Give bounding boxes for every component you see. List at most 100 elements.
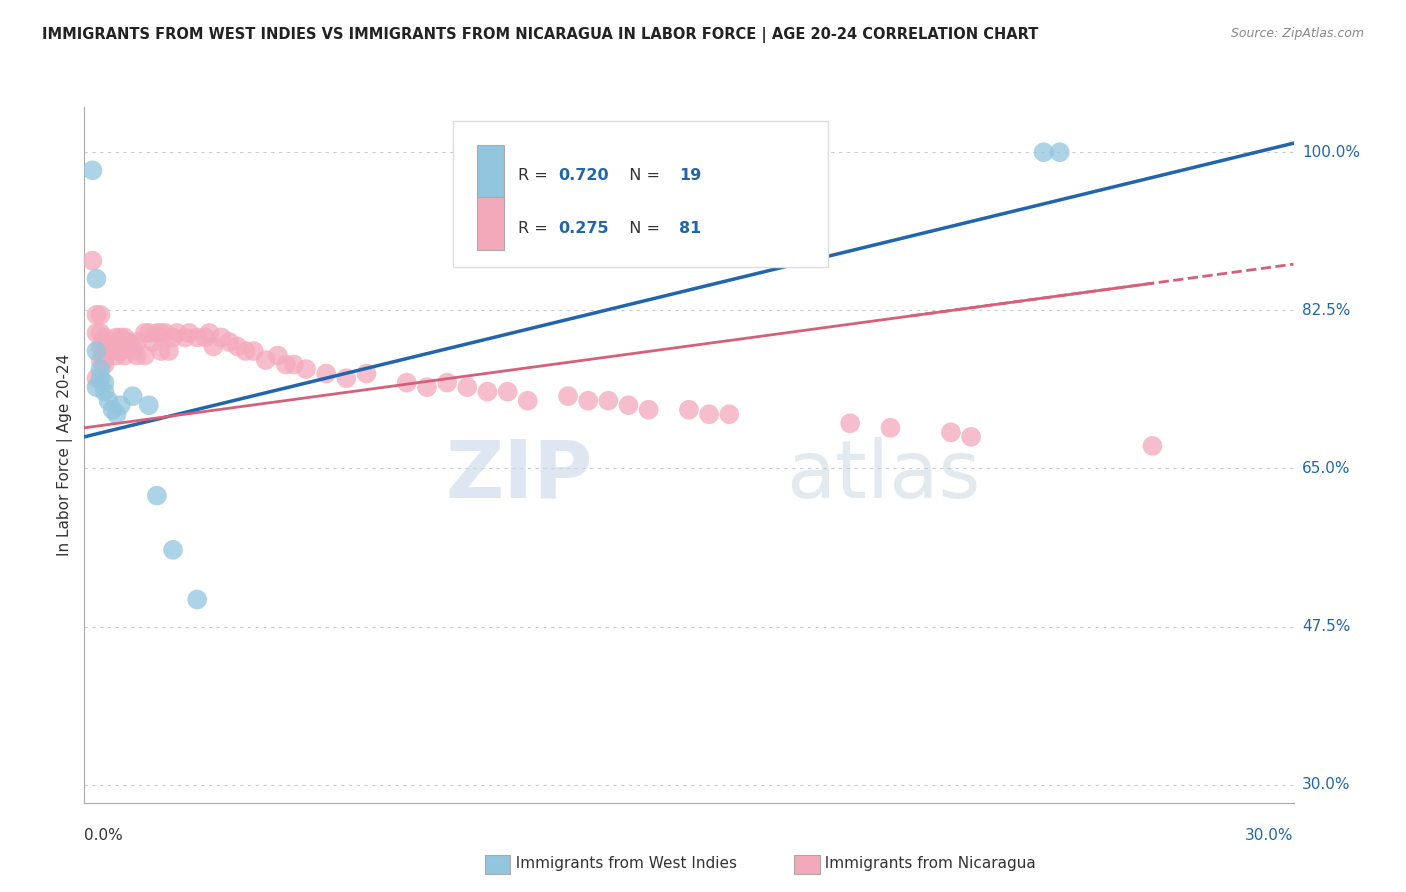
Point: [93, 376, 115, 390]
Point: [839, 417, 862, 431]
Point: [149, 326, 172, 340]
Point: [202, 339, 225, 353]
Point: [121, 344, 143, 359]
Point: [274, 358, 297, 372]
Text: 30.0%: 30.0%: [1246, 828, 1294, 843]
Point: [89, 326, 111, 340]
Point: [125, 334, 148, 349]
Point: [105, 330, 128, 344]
Point: [134, 349, 156, 363]
Point: [395, 376, 418, 390]
Point: [939, 425, 962, 440]
Point: [86, 380, 108, 394]
Point: [93, 353, 115, 368]
Point: [89, 353, 111, 368]
Point: [198, 326, 221, 340]
Text: Source: ZipAtlas.com: Source: ZipAtlas.com: [1230, 27, 1364, 40]
Point: [82, 253, 104, 268]
Point: [93, 334, 115, 349]
Point: [218, 334, 240, 349]
Text: 65.0%: 65.0%: [1302, 461, 1350, 476]
Point: [162, 330, 184, 344]
Text: 82.5%: 82.5%: [1302, 303, 1350, 318]
Point: [93, 349, 115, 363]
Text: 19: 19: [679, 168, 702, 183]
Point: [146, 489, 169, 503]
Point: [114, 330, 136, 344]
Point: [89, 371, 111, 385]
Point: [226, 339, 249, 353]
Point: [105, 334, 128, 349]
Point: [879, 421, 901, 435]
Point: [105, 407, 128, 421]
Text: R =: R =: [519, 221, 554, 236]
Point: [283, 358, 305, 372]
Point: [146, 326, 169, 340]
Point: [267, 349, 290, 363]
Point: [86, 308, 108, 322]
Text: Immigrants from West Indies: Immigrants from West Indies: [506, 856, 737, 871]
Text: atlas: atlas: [786, 437, 980, 515]
Point: [101, 334, 124, 349]
Text: Immigrants from Nicaragua: Immigrants from Nicaragua: [815, 856, 1036, 871]
Point: [105, 349, 128, 363]
Point: [356, 367, 378, 381]
Point: [93, 330, 115, 344]
Point: [97, 393, 120, 408]
Point: [496, 384, 519, 399]
Point: [82, 163, 104, 178]
Point: [114, 349, 136, 363]
Text: 0.0%: 0.0%: [84, 828, 124, 843]
Point: [125, 349, 148, 363]
Point: [697, 407, 720, 421]
Point: [416, 380, 439, 394]
Text: 100.0%: 100.0%: [1302, 145, 1360, 160]
Point: [138, 326, 160, 340]
Text: 0.720: 0.720: [558, 168, 609, 183]
Point: [186, 592, 208, 607]
Point: [86, 371, 108, 385]
Point: [157, 344, 180, 359]
Y-axis label: In Labor Force | Age 20-24: In Labor Force | Age 20-24: [58, 354, 73, 556]
Point: [138, 398, 160, 412]
Point: [235, 344, 257, 359]
FancyBboxPatch shape: [453, 121, 828, 267]
Point: [114, 339, 136, 353]
Point: [134, 326, 156, 340]
Point: [89, 362, 111, 376]
Point: [121, 389, 143, 403]
Point: [557, 389, 579, 403]
Point: [477, 384, 499, 399]
Point: [101, 402, 124, 417]
Point: [93, 384, 115, 399]
Point: [186, 330, 208, 344]
Point: [86, 271, 108, 285]
Point: [179, 326, 201, 340]
Text: 30.0%: 30.0%: [1302, 777, 1350, 792]
Point: [960, 430, 983, 444]
Text: N =: N =: [619, 221, 665, 236]
Point: [718, 407, 741, 421]
Text: 0.275: 0.275: [558, 221, 609, 236]
Point: [110, 330, 132, 344]
Point: [97, 334, 120, 349]
Point: [110, 398, 132, 412]
Point: [209, 330, 232, 344]
Text: R =: R =: [519, 168, 554, 183]
Text: N =: N =: [619, 168, 665, 183]
Text: IMMIGRANTS FROM WEST INDIES VS IMMIGRANTS FROM NICARAGUA IN LABOR FORCE | AGE 20: IMMIGRANTS FROM WEST INDIES VS IMMIGRANT…: [42, 27, 1039, 43]
Point: [295, 362, 318, 376]
Point: [1032, 145, 1054, 160]
Point: [153, 326, 176, 340]
Point: [89, 308, 111, 322]
Point: [89, 339, 111, 353]
Point: [598, 393, 620, 408]
Point: [142, 334, 165, 349]
Text: ZIP: ZIP: [444, 437, 592, 515]
Point: [678, 402, 700, 417]
Point: [86, 326, 108, 340]
Point: [149, 344, 172, 359]
Text: 81: 81: [679, 221, 702, 236]
Point: [456, 380, 478, 394]
Point: [166, 326, 188, 340]
